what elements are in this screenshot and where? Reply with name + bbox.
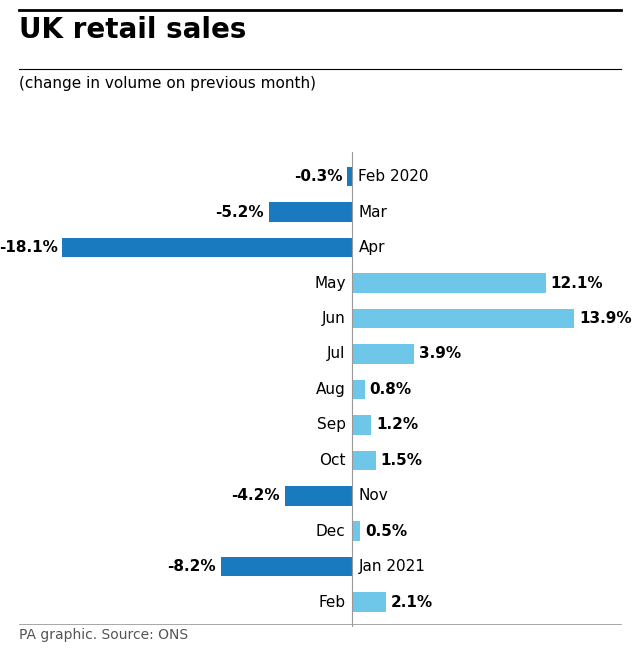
Text: Jul: Jul xyxy=(327,346,346,362)
Text: 13.9%: 13.9% xyxy=(579,311,632,326)
Bar xyxy=(269,203,352,222)
Text: Jun: Jun xyxy=(322,311,346,326)
Text: Apr: Apr xyxy=(358,240,385,255)
Text: May: May xyxy=(314,275,346,290)
Text: 0.8%: 0.8% xyxy=(370,382,412,397)
Text: Sep: Sep xyxy=(317,417,346,432)
Bar xyxy=(352,273,545,293)
Bar xyxy=(221,557,352,576)
Text: -4.2%: -4.2% xyxy=(232,488,280,504)
Text: Nov: Nov xyxy=(358,488,388,504)
Text: 3.9%: 3.9% xyxy=(419,346,461,362)
Text: -18.1%: -18.1% xyxy=(0,240,58,255)
Bar xyxy=(352,451,376,470)
Text: Mar: Mar xyxy=(358,205,387,220)
Text: UK retail sales: UK retail sales xyxy=(19,16,246,44)
Text: -5.2%: -5.2% xyxy=(216,205,264,220)
Text: Feb 2020: Feb 2020 xyxy=(358,169,429,184)
Text: 2.1%: 2.1% xyxy=(390,595,433,610)
Bar xyxy=(285,486,352,506)
Bar xyxy=(352,379,365,399)
Text: (change in volume on previous month): (change in volume on previous month) xyxy=(19,76,316,91)
Text: -8.2%: -8.2% xyxy=(168,559,216,574)
Bar xyxy=(352,344,415,364)
Text: Dec: Dec xyxy=(316,524,346,539)
Text: Feb: Feb xyxy=(319,595,346,610)
Text: Jan 2021: Jan 2021 xyxy=(358,559,425,574)
Bar xyxy=(352,521,360,541)
Text: 12.1%: 12.1% xyxy=(550,275,603,290)
Text: PA graphic. Source: ONS: PA graphic. Source: ONS xyxy=(19,628,188,642)
Text: -0.3%: -0.3% xyxy=(294,169,342,184)
Text: Aug: Aug xyxy=(316,382,346,397)
Bar xyxy=(352,309,575,328)
Text: 1.2%: 1.2% xyxy=(376,417,418,432)
Bar xyxy=(352,593,385,612)
Bar xyxy=(347,167,352,186)
Text: 0.5%: 0.5% xyxy=(365,524,407,539)
Text: Oct: Oct xyxy=(319,453,346,468)
Bar xyxy=(62,238,352,257)
Text: 1.5%: 1.5% xyxy=(381,453,423,468)
Bar xyxy=(352,415,371,435)
